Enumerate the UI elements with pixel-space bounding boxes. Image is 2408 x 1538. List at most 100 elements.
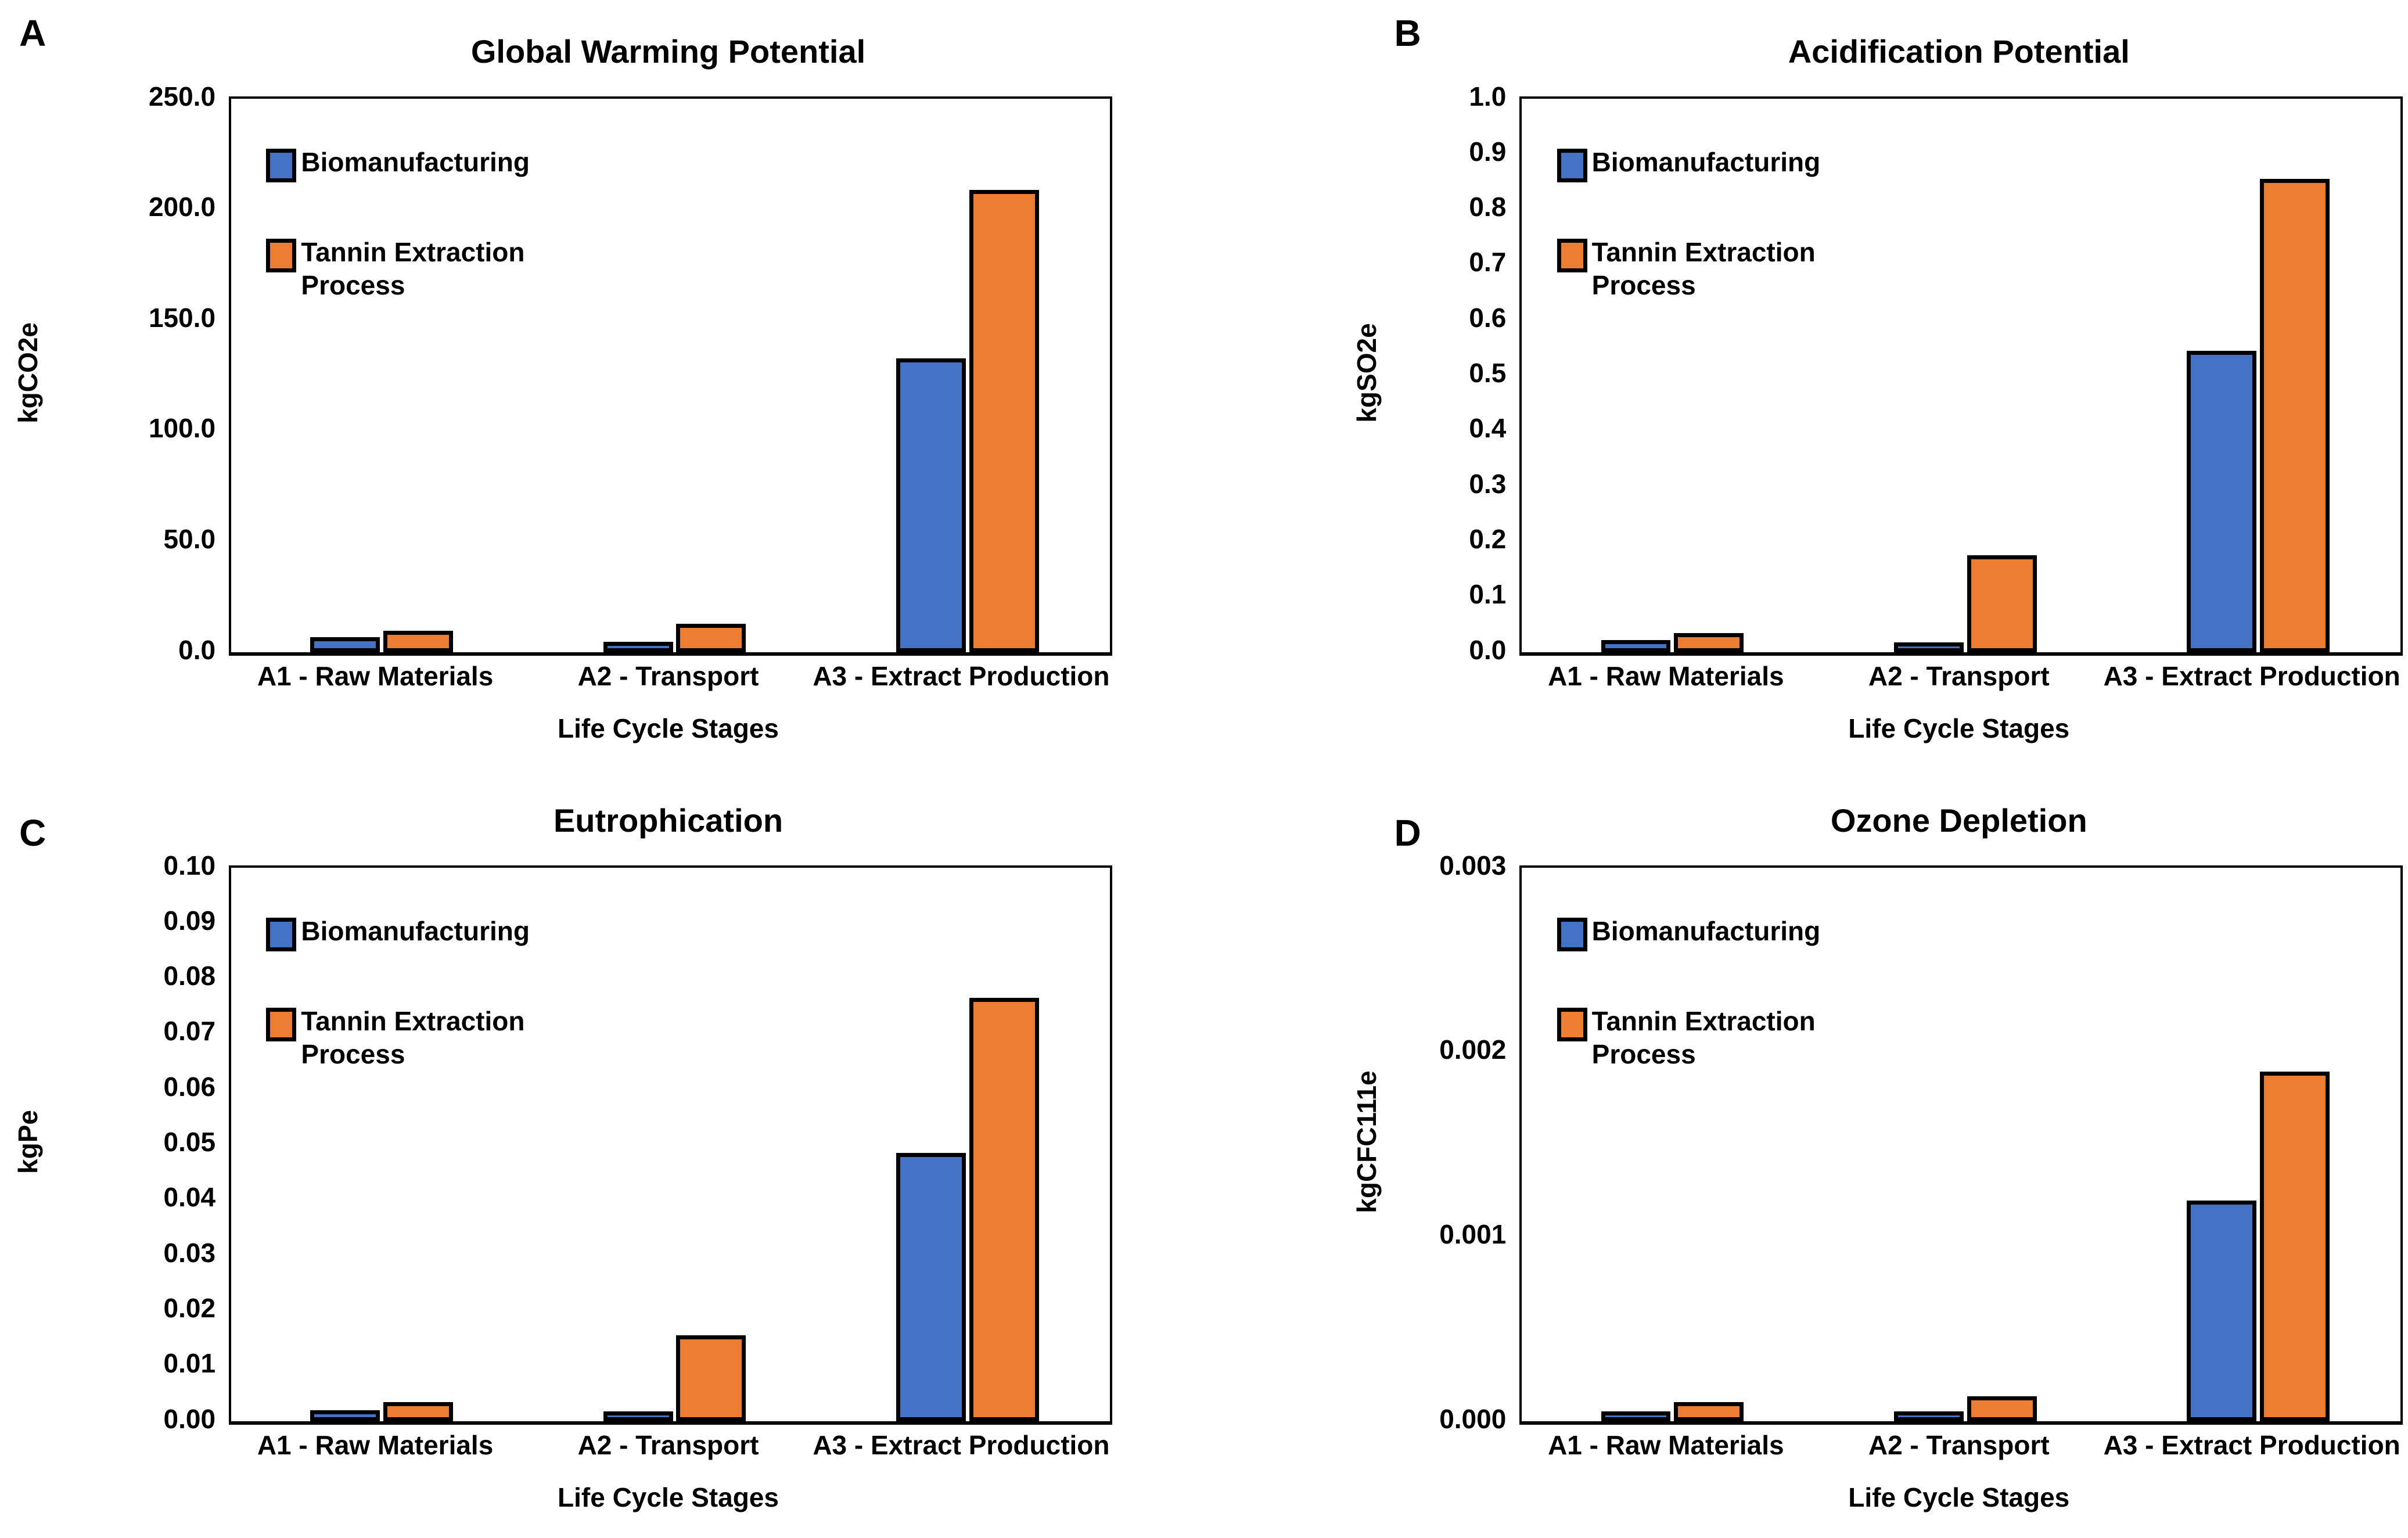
legend-swatch-tannin-extraction-process — [1557, 238, 1587, 272]
legend-label: Tannin Extraction Process — [1591, 1005, 1816, 1070]
y-tick-label: 0.03 — [163, 1237, 216, 1268]
x-category-label: A2 - Transport — [577, 661, 759, 692]
y-tick-label: 0.01 — [163, 1348, 216, 1379]
x-category-labels: A1 - Raw Materials A2 - Transport A3 - Ext… — [229, 660, 1110, 699]
bar-biomanufacturing-a2 — [603, 641, 673, 652]
bar-biomanufacturing-a1 — [1601, 1411, 1671, 1421]
y-tick-label: 0.09 — [163, 905, 216, 936]
y-tick-label: 0.2 — [1469, 524, 1507, 555]
y-tick-label: 0.8 — [1469, 192, 1507, 222]
y-tick-label: 0.06 — [163, 1071, 216, 1102]
y-tick-label: 0.5 — [1469, 358, 1507, 389]
y-tick-label: 0.05 — [163, 1127, 216, 1158]
legend-swatch-tannin-extraction-process — [266, 238, 297, 272]
chart-title: Ozone Depletion — [1830, 802, 2087, 839]
legend: Biomanufacturing Tannin Extraction Proces… — [1557, 915, 1848, 1072]
legend-swatch-tannin-extraction-process — [1557, 1007, 1587, 1041]
legend-item-biomanufacturing: Biomanufacturing — [1557, 915, 1848, 951]
y-tick-label: 0.3 — [1469, 468, 1507, 499]
bar-tannin-extraction-process-a3 — [2260, 1071, 2330, 1421]
bar-biomanufacturing-a1 — [310, 1410, 380, 1421]
x-category-label: A3 - Extract Production — [2103, 661, 2400, 692]
bar-tannin-extraction-process-a3 — [969, 997, 1039, 1421]
panel-eutrophication: C Eutrophication kgPe 0.10 0.09 0.08 0.07 0.06 0… — [0, 769, 1204, 1538]
panel-acidification-potential: B Acidification Potential kgSO2e 1.0 0.9 0.8 0… — [1204, 0, 2408, 769]
legend-swatch-biomanufacturing — [1557, 917, 1587, 951]
panel-ozone-depletion: D Ozone Depletion kgCFC111e 0.003 0.002 0.001… — [1204, 769, 2408, 1538]
y-tick-label: 0.6 — [1469, 302, 1507, 333]
x-category-label: A3 - Extract Production — [2103, 1430, 2400, 1461]
x-axis-title: Life Cycle Stages — [1848, 713, 2070, 744]
plot-area: Biomanufacturing Tannin Extraction Proces… — [1519, 865, 2403, 1425]
x-category-label: A1 - Raw Materials — [1548, 661, 1784, 692]
panel-letter: B — [1394, 12, 1421, 54]
y-tick-label: 50.0 — [163, 524, 216, 555]
legend-label: Biomanufacturing — [301, 915, 530, 946]
x-category-label: A3 - Extract Production — [813, 1430, 1110, 1461]
x-category-label: A2 - Transport — [577, 1430, 759, 1461]
bar-tannin-extraction-process-a3 — [2260, 179, 2330, 652]
bar-biomanufacturing-a3 — [896, 1152, 966, 1421]
y-tick-label: 0.003 — [1439, 850, 1507, 881]
legend-item-biomanufacturing: Biomanufacturing — [266, 146, 556, 182]
panel-letter: A — [19, 12, 46, 54]
legend-swatch-biomanufacturing — [266, 917, 297, 951]
legend-label: Tannin Extraction Process — [301, 1005, 525, 1070]
x-category-label: A2 - Transport — [1868, 1430, 2050, 1461]
panel-letter: D — [1394, 811, 1421, 854]
y-tick-label: 100.0 — [148, 413, 216, 444]
plot-area: Biomanufacturing Tannin Extraction Proces… — [228, 96, 1113, 656]
panel-global-warming-potential: A Global Warming Potential kgCO2e 250.0 200.… — [0, 0, 1204, 769]
bar-biomanufacturing-a1 — [1601, 640, 1671, 652]
x-axis-title: Life Cycle Stages — [1848, 1482, 2070, 1513]
legend-item-tannin-extraction-process: Tannin Extraction Process — [1557, 236, 1848, 303]
bar-tannin-extraction-process-a1 — [1674, 633, 1744, 652]
legend: Biomanufacturing Tannin Extraction Proces… — [1557, 146, 1848, 303]
y-axis-ticks: 0.003 0.002 0.001 0.000 — [1204, 850, 1507, 1434]
y-tick-label: 0.10 — [163, 850, 216, 881]
legend-swatch-biomanufacturing — [1557, 148, 1587, 182]
y-tick-label: 0.0 — [1469, 634, 1507, 665]
y-tick-label: 200.0 — [148, 192, 216, 222]
bar-tannin-extraction-process-a2 — [676, 624, 746, 652]
bar-tannin-extraction-process-a1 — [1674, 1402, 1744, 1421]
legend-label: Biomanufacturing — [301, 146, 530, 177]
legend-swatch-biomanufacturing — [266, 148, 297, 182]
y-tick-label: 150.0 — [148, 302, 216, 333]
y-tick-label: 0.000 — [1439, 1403, 1507, 1434]
bar-biomanufacturing-a3 — [2187, 1201, 2257, 1421]
bar-biomanufacturing-a1 — [310, 637, 380, 652]
y-tick-label: 0.04 — [163, 1182, 216, 1213]
legend: Biomanufacturing Tannin Extraction Proces… — [266, 915, 556, 1072]
bar-tannin-extraction-process-a3 — [969, 190, 1039, 652]
plot-area: Biomanufacturing Tannin Extraction Proces… — [228, 865, 1113, 1425]
y-tick-label: 0.08 — [163, 961, 216, 991]
bar-biomanufacturing-a2 — [1893, 642, 1964, 652]
bar-tannin-extraction-process-a2 — [676, 1335, 746, 1421]
panel-letter: C — [19, 811, 46, 854]
bar-biomanufacturing-a3 — [2187, 350, 2257, 652]
chart-title: Eutrophication — [553, 802, 784, 839]
legend-label: Tannin Extraction Process — [301, 236, 525, 301]
y-axis-ticks: 250.0 200.0 150.0 100.0 50.0 0.0 — [0, 81, 216, 665]
y-tick-label: 0.002 — [1439, 1034, 1507, 1065]
x-category-labels: A1 - Raw Materials A2 - Transport A3 - Ext… — [229, 1429, 1110, 1468]
y-tick-label: 250.0 — [148, 81, 216, 112]
legend-label: Biomanufacturing — [1591, 146, 1821, 177]
x-axis-title: Life Cycle Stages — [558, 1482, 779, 1513]
legend-item-tannin-extraction-process: Tannin Extraction Process — [266, 236, 556, 303]
x-category-label: A1 - Raw Materials — [257, 661, 494, 692]
chart-title: Acidification Potential — [1788, 33, 2130, 70]
y-tick-label: 0.00 — [163, 1403, 216, 1434]
legend-item-tannin-extraction-process: Tannin Extraction Process — [1557, 1005, 1848, 1072]
legend: Biomanufacturing Tannin Extraction Proces… — [266, 146, 556, 303]
x-category-label: A2 - Transport — [1868, 661, 2050, 692]
bar-tannin-extraction-process-a1 — [383, 1402, 453, 1421]
plot-area: Biomanufacturing Tannin Extraction Proces… — [1519, 96, 2403, 656]
bar-biomanufacturing-a2 — [603, 1411, 673, 1421]
y-tick-label: 1.0 — [1469, 81, 1507, 112]
legend-swatch-tannin-extraction-process — [266, 1007, 297, 1041]
x-category-labels: A1 - Raw Materials A2 - Transport A3 - Ext… — [1519, 660, 2400, 699]
legend-label: Biomanufacturing — [1591, 915, 1821, 946]
